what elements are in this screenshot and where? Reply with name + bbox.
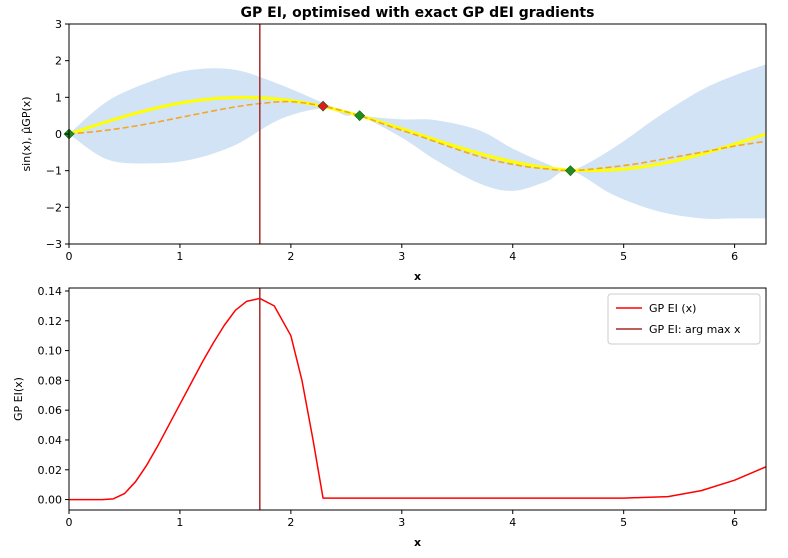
observation-marker [564,165,576,177]
x-tick-label: 5 [620,516,627,529]
gp-mean-line [68,100,767,172]
top-x-axis-label: x [414,270,421,283]
x-tick-label: 2 [287,516,294,529]
bottom-y-axis-label: GP EI(x) [12,377,25,421]
y-tick-label: 0.08 [38,374,63,387]
top-subplot: 0 1 2 3 4 5 6 −3 −2 −1 0 1 2 3 GP EI, optimised with… [20,5,767,283]
x-tick-label: 5 [620,250,627,263]
top-y-ticks: −3 −2 −1 0 1 2 3 [46,18,69,251]
y-tick-label: 0 [55,128,62,141]
gp-ei-line [69,297,767,501]
x-tick-label: 4 [509,516,516,529]
x-tick-label: 1 [176,516,183,529]
y-tick-label: 0.04 [38,434,63,447]
observation-marker [317,100,329,112]
y-tick-label: −1 [46,165,62,178]
y-tick-label: −3 [46,238,62,251]
bottom-axes-frame [68,287,767,511]
confidence-band [69,64,766,219]
legend-box [607,293,761,345]
y-tick-label: 0.06 [38,404,63,417]
bottom-subplot: 0 1 2 3 4 5 6 0.00 0.02 0.04 0.06 0.08 0.10 0.12 0.14… [12,285,767,549]
x-tick-label: 4 [509,250,516,263]
y-tick-label: 0.02 [38,464,63,477]
y-tick-label: −2 [46,201,62,214]
y-tick-label: 0.10 [38,345,63,358]
top-series-layer [68,95,767,173]
y-tick-label: 3 [55,18,62,31]
legend-label-argmax: GP EI: arg max x [649,323,741,336]
x-tick-label: 6 [731,250,738,263]
x-tick-label: 3 [398,250,405,263]
bottom-x-ticks: 0 1 2 3 4 5 6 [66,510,738,529]
top-y-axis-label: sin(x), μ̂GP(x) [20,96,33,171]
bottom-y-ticks: 0.00 0.02 0.04 0.06 0.08 0.10 0.12 0.14 [38,285,69,507]
x-tick-label: 0 [66,250,73,263]
x-tick-label: 2 [287,250,294,263]
x-tick-label: 6 [731,516,738,529]
y-tick-label: 0.12 [38,315,63,328]
legend-label-ei: GP EI (x) [649,302,696,315]
x-tick-label: 0 [66,516,73,529]
y-tick-label: 1 [55,91,62,104]
bottom-x-axis-label: x [414,536,421,549]
legend: GP EI (x) GP EI: arg max x [607,293,761,345]
y-tick-label: 0.00 [38,494,63,507]
chart-title: GP EI, optimised with exact GP dEI gradi… [241,5,595,21]
confidence-band-area [69,64,766,219]
y-tick-label: 2 [55,55,62,68]
x-tick-label: 3 [398,516,405,529]
y-tick-label: 0.14 [38,285,63,298]
sin-true-function-line [68,95,767,173]
top-x-ticks: 0 1 2 3 4 5 6 [66,244,738,263]
bottom-series-layer [69,297,767,501]
x-tick-label: 1 [176,250,183,263]
observation-marker [354,110,366,122]
